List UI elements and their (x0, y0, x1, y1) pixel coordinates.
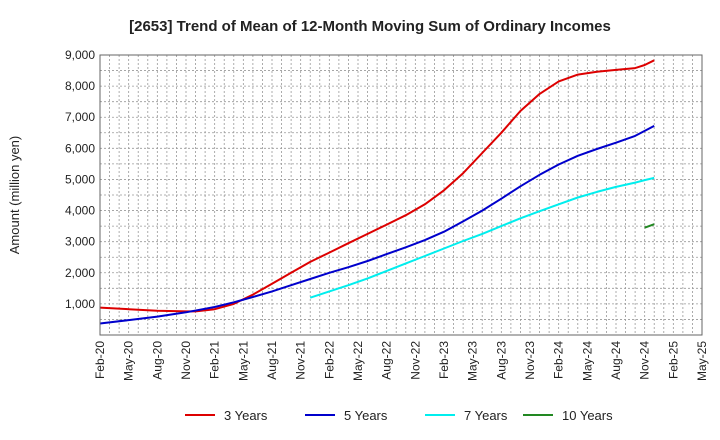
legend-label: 5 Years (344, 408, 388, 423)
x-tick-label: May-22 (351, 341, 365, 381)
x-tick-label: Nov-23 (523, 341, 537, 380)
chart-title: [2653] Trend of Mean of 12-Month Moving … (129, 18, 611, 35)
x-tick-label: Feb-20 (93, 341, 107, 379)
x-tick-label: Aug-23 (494, 341, 508, 380)
series-line-3-years (99, 59, 655, 313)
x-tick-label: Nov-20 (179, 341, 193, 380)
x-tick-label: Aug-22 (380, 341, 394, 380)
series-line-5-years (99, 125, 655, 325)
y-tick-label: 4,000 (65, 204, 95, 218)
y-tick-label: 1,000 (65, 297, 95, 311)
x-tick-label: Nov-24 (638, 341, 652, 380)
x-tick-label: Aug-24 (609, 341, 623, 380)
x-tick-label: May-23 (466, 341, 480, 381)
y-tick-label: 2,000 (65, 266, 95, 280)
legend: 3 Years 5 Years 7 Years 10 Years (185, 408, 613, 423)
x-tick-label: Feb-23 (437, 341, 451, 379)
x-axis: Feb-20 May-20 Aug-20 Nov-20 Feb-21 May-21 Aug-… (93, 341, 709, 381)
legend-label: 3 Years (224, 408, 268, 423)
y-tick-label: 7,000 (65, 110, 95, 124)
y-tick-label: 5,000 (65, 172, 95, 186)
x-tick-label: Feb-24 (552, 341, 566, 379)
x-tick-label: Aug-20 (150, 341, 164, 380)
series-group (99, 59, 655, 325)
x-tick-label: May-24 (580, 341, 594, 381)
x-tick-label: Aug-21 (265, 341, 279, 380)
x-tick-label: Feb-22 (322, 341, 336, 379)
y-tick-label: 6,000 (65, 141, 95, 155)
x-tick-label: Nov-21 (294, 341, 308, 380)
x-tick-label: May-25 (695, 341, 709, 381)
y-tick-label: 3,000 (65, 235, 95, 249)
legend-label: 7 Years (464, 408, 508, 423)
x-tick-label: Feb-21 (208, 341, 222, 379)
plot-frame (99, 54, 703, 336)
x-tick-label: Feb-25 (666, 341, 680, 379)
x-tick-label: May-20 (122, 341, 136, 381)
y-tick-label: 8,000 (65, 79, 95, 93)
x-tick-label: May-21 (236, 341, 250, 381)
series-line-7-years (309, 176, 655, 299)
y-axis-label: Amount (million yen) (7, 136, 22, 255)
y-tick-label: 9,000 (65, 48, 95, 62)
series-line-10-years (644, 223, 655, 229)
x-tick-label: Nov-22 (408, 341, 422, 380)
legend-label: 10 Years (562, 408, 613, 423)
y-axis: 1,000 2,000 3,000 4,000 5,000 6,000 7,000 8,000… (65, 48, 95, 311)
grid (100, 55, 702, 335)
